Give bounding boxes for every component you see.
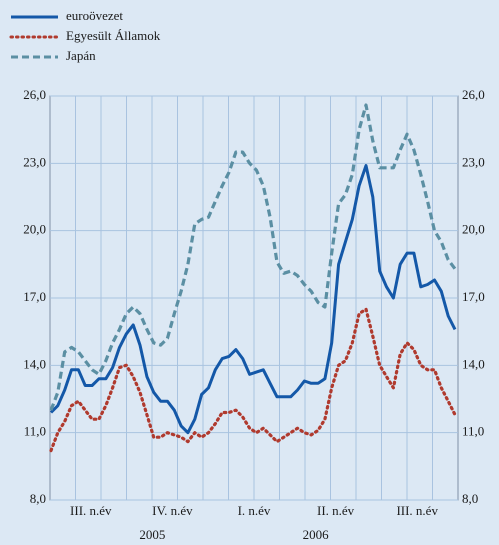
y2-tick-label: 26,0 [462,87,485,102]
y2-tick-label: 20,0 [462,222,485,237]
y2-tick-label: 14,0 [462,356,485,371]
y-tick-label: 8,0 [30,491,46,506]
y-tick-label: 20,0 [23,222,46,237]
x-tick-label: IV. n.év [152,503,193,518]
y2-tick-label: 8,0 [462,491,478,506]
series-line [49,103,457,411]
year-label: 2005 [139,527,165,542]
legend-label: Egyesült Államok [66,28,161,43]
legend-label: Japán [66,48,96,63]
x-tick-label: III. n.év [70,503,112,518]
y2-tick-label: 11,0 [462,424,484,439]
y2-tick-label: 17,0 [462,289,485,304]
y-tick-label: 11,0 [24,424,46,439]
series-line [49,307,457,453]
y-tick-label: 17,0 [23,289,46,304]
legend-label: euroövezet [66,8,123,23]
y-tick-label: 23,0 [23,154,46,169]
y-tick-label: 14,0 [23,356,46,371]
x-tick-label: II. n.év [317,503,355,518]
x-tick-label: III. n.év [396,503,438,518]
y2-tick-label: 23,0 [462,154,485,169]
y-tick-label: 26,0 [23,87,46,102]
series-line [49,164,457,435]
year-label: 2006 [303,527,330,542]
x-tick-label: I. n.év [238,503,271,518]
